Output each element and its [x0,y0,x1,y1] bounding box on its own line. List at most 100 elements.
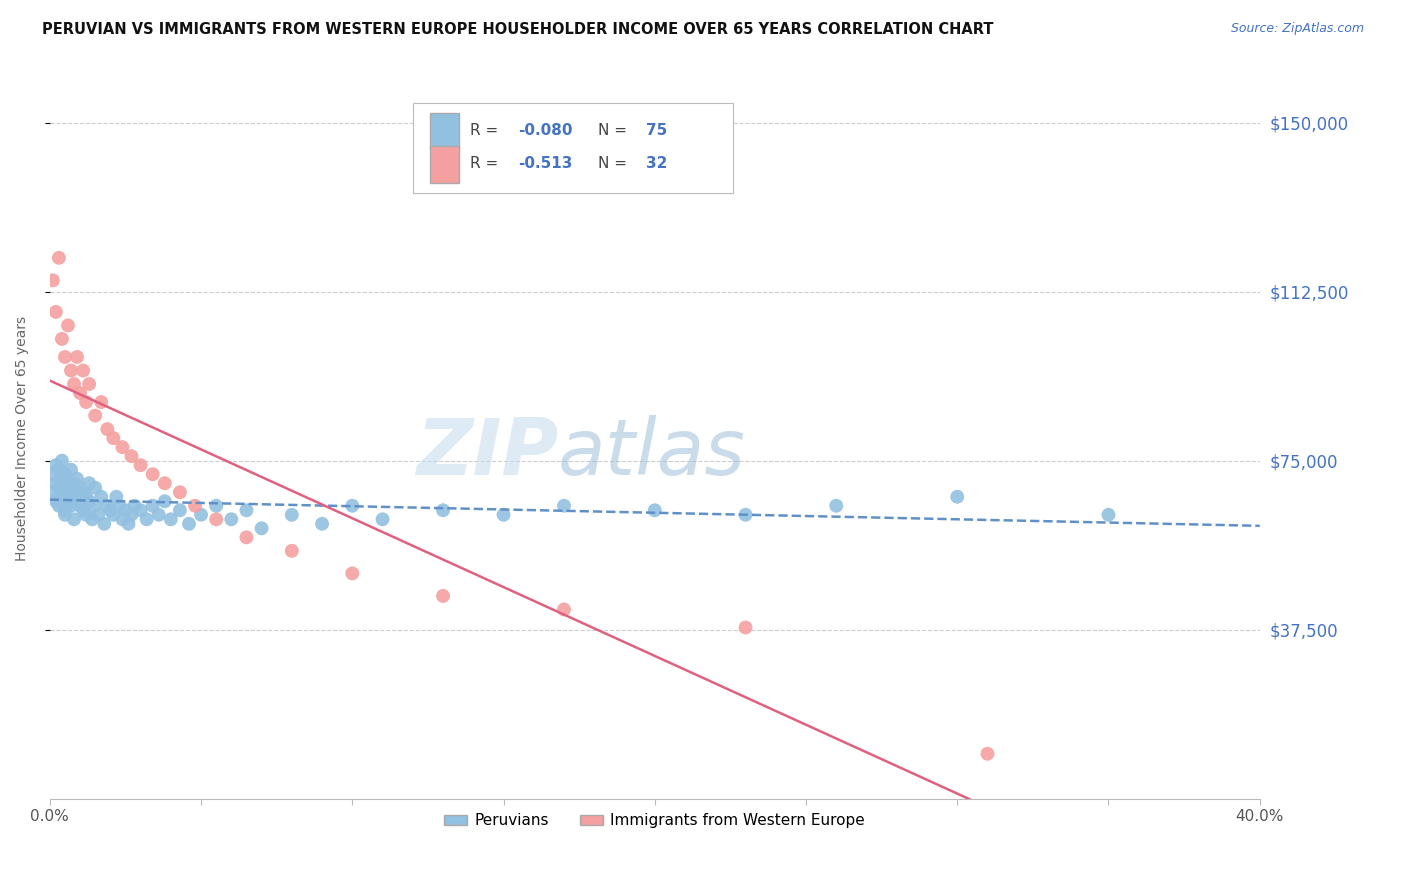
Point [98,503,121,517]
FancyBboxPatch shape [430,113,458,149]
Point [946,490,969,504]
Point [48,251,70,265]
Point [77,476,100,491]
Point [45,494,67,508]
Point [60,499,83,513]
Point [53,350,76,364]
Point [153,494,176,508]
Point [45,476,67,491]
Point [96,422,118,436]
Point [142,499,165,513]
Point [66,350,89,364]
Point [103,508,125,522]
Text: R =: R = [470,123,503,138]
Point [53,485,76,500]
Point [90,490,112,504]
Point [111,512,134,526]
Point [75,490,97,504]
Point [75,395,97,409]
Point [75,508,97,522]
Point [63,476,86,491]
Text: PERUVIAN VS IMMIGRANTS FROM WESTERN EUROPE HOUSEHOLDER INCOME OVER 65 YEARS CORR: PERUVIAN VS IMMIGRANTS FROM WESTERN EURO… [42,22,994,37]
Point [142,467,165,482]
Point [60,363,83,377]
Point [84,481,107,495]
FancyBboxPatch shape [430,146,458,183]
Point [190,508,212,522]
Point [93,516,115,531]
Point [148,508,170,522]
Point [51,490,73,504]
Point [169,485,191,500]
Point [205,499,228,513]
Point [66,472,89,486]
Point [124,499,146,513]
Point [105,490,128,504]
Point [121,508,143,522]
Point [84,409,107,423]
Point [129,503,152,517]
Text: ZIP: ZIP [416,415,558,491]
Point [114,503,136,517]
Point [734,508,756,522]
Point [60,481,83,495]
Point [53,467,76,482]
Point [72,363,94,377]
Point [553,499,575,513]
Point [184,499,207,513]
Point [69,499,91,513]
Point [205,512,228,526]
Point [48,463,70,477]
Text: atlas: atlas [558,415,745,491]
Point [66,490,89,504]
Point [135,512,157,526]
Text: Source: ZipAtlas.com: Source: ZipAtlas.com [1230,22,1364,36]
Point [87,508,110,522]
Point [734,620,756,634]
Text: N =: N = [598,156,631,171]
Text: R =: R = [470,156,503,171]
Point [56,318,79,333]
Point [159,512,181,526]
Point [60,463,83,477]
Text: N =: N = [598,123,631,138]
Point [553,602,575,616]
Point [117,516,139,531]
Text: 32: 32 [647,156,668,171]
Point [72,503,94,517]
Point [111,440,134,454]
Point [825,499,848,513]
Point [63,494,86,508]
Point [69,481,91,495]
Point [77,377,100,392]
Point [48,499,70,513]
Point [169,503,191,517]
Point [432,589,454,603]
Point [45,305,67,319]
Point [53,508,76,522]
Point [235,530,257,544]
Point [235,503,257,517]
Point [51,472,73,486]
Point [96,499,118,513]
Point [69,386,91,401]
Point [121,449,143,463]
Point [63,512,86,526]
Point [108,499,131,513]
Point [311,516,333,531]
Point [153,476,176,491]
Point [976,747,998,761]
Point [90,395,112,409]
Point [82,512,104,526]
Point [51,453,73,467]
Point [42,485,65,500]
Point [177,516,200,531]
Point [56,485,79,500]
Point [53,503,76,517]
Point [342,499,364,513]
Point [342,566,364,581]
Point [281,508,304,522]
Point [432,503,454,517]
Text: 75: 75 [647,123,668,138]
Point [42,273,65,287]
